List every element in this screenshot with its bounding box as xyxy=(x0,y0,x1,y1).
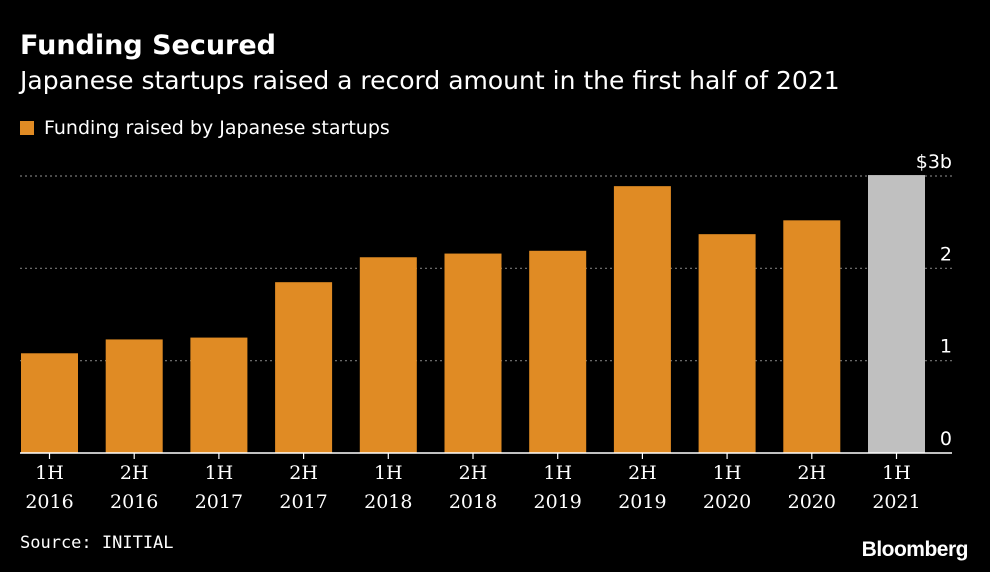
x-tick-label-year: 2020 xyxy=(703,491,751,513)
legend-swatch xyxy=(20,121,34,135)
bar xyxy=(868,175,925,453)
x-tick-label-year: 2017 xyxy=(279,491,327,513)
x-tick-label-year: 2019 xyxy=(618,491,666,513)
y-tick-label: 2 xyxy=(940,243,952,265)
x-tick-label-year: 2020 xyxy=(788,491,836,513)
bar xyxy=(190,337,248,453)
bar xyxy=(613,186,671,453)
x-tick-label-year: 2018 xyxy=(364,491,412,513)
x-tick-label-half: 1H xyxy=(713,462,742,484)
x-tick-label-year: 2016 xyxy=(110,491,158,513)
chart-subtitle: Japanese startups raised a record amount… xyxy=(20,66,840,95)
chart-title: Funding Secured xyxy=(20,30,277,61)
x-tick-label-year: 2017 xyxy=(195,491,243,513)
x-tick-label-half: 2H xyxy=(628,462,657,484)
bar xyxy=(444,253,502,453)
legend-label: Funding raised by Japanese startups xyxy=(44,117,390,139)
bar xyxy=(698,234,756,453)
x-tick-label-half: 1H xyxy=(882,462,911,484)
bar xyxy=(359,257,417,453)
bar xyxy=(21,353,78,453)
bar xyxy=(275,282,333,453)
x-tick-label-year: 2019 xyxy=(534,491,582,513)
bloomberg-logo: Bloomberg xyxy=(861,538,969,561)
x-tick-label-year: 2018 xyxy=(449,491,497,513)
x-tick-label-half: 1H xyxy=(35,462,64,484)
source-note: Source: INITIAL xyxy=(20,533,174,553)
legend: Funding raised by Japanese startups xyxy=(20,117,390,139)
x-tick-label-half: 2H xyxy=(459,462,488,484)
x-tick-label-half: 1H xyxy=(543,462,572,484)
x-tick-label-half: 2H xyxy=(120,462,149,484)
x-tick-label-year: 2016 xyxy=(25,491,73,513)
y-tick-label: $3b xyxy=(916,151,952,173)
bar xyxy=(529,250,587,453)
x-tick-label-half: 2H xyxy=(289,462,318,484)
x-tick-label-year: 2021 xyxy=(872,491,920,513)
y-tick-label: 0 xyxy=(940,428,952,450)
x-tick-label-half: 1H xyxy=(374,462,403,484)
y-tick-label: 1 xyxy=(940,336,952,358)
bar xyxy=(783,220,841,453)
x-tick-label-half: 2H xyxy=(797,462,826,484)
x-tick-label-half: 1H xyxy=(205,462,234,484)
bar xyxy=(105,339,163,453)
